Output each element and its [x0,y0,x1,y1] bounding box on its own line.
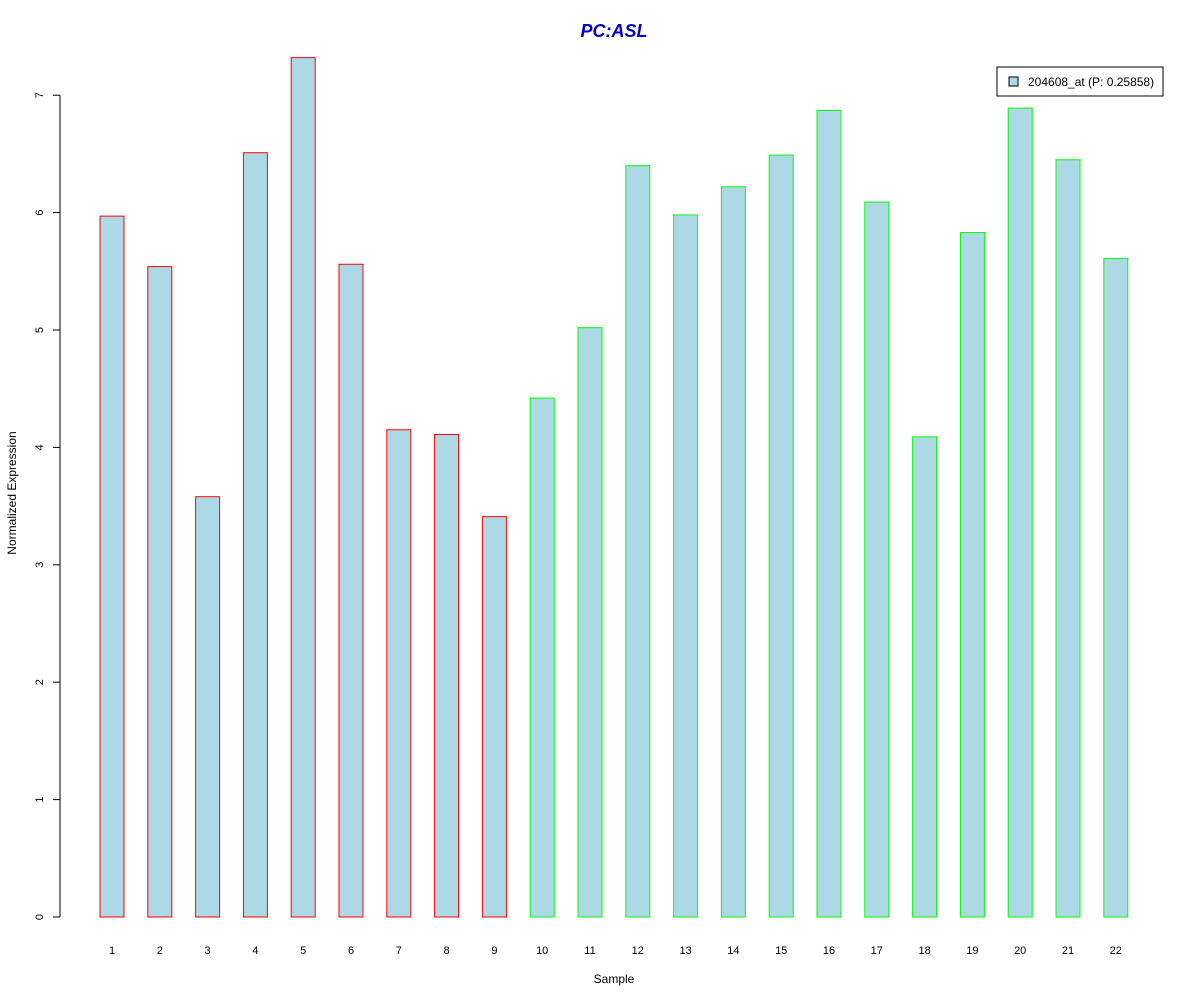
x-axis: 1 2 3 4 5 6 7 8 9 10 11 12 13 14 15 16 17 18 19 20 21 22 [109,945,1122,957]
x-tick-label: 11 [584,945,595,957]
bar-sample-8 [434,433,460,918]
x-tick-label: 9 [491,945,497,957]
bar-sample-4 [242,152,268,918]
y-tick-label: 0 [34,914,46,920]
x-tick-label: 18 [918,945,930,957]
x-tick-label: 3 [205,945,211,957]
bar-sample-20 [1007,107,1033,918]
y-axis: 0 1 2 3 4 5 6 7 [34,92,61,920]
x-tick-label: 7 [396,945,402,957]
bar-sample-18 [912,436,938,918]
y-tick-label: 5 [34,327,46,333]
x-tick-label: 21 [1062,945,1074,957]
legend-swatch [1008,76,1019,87]
x-tick-label: 20 [1014,945,1026,957]
bar-sample-6 [338,263,364,918]
bar-sample-21 [1055,159,1081,918]
x-tick-label: 4 [252,945,258,957]
bar-sample-10 [529,397,555,918]
bar-sample-22 [1103,257,1129,918]
legend-box [996,66,1164,97]
y-tick-label: 6 [34,210,46,216]
x-axis-label: Sample [594,972,635,986]
bar-sample-9 [481,516,507,918]
chart-title: PC:ASL [581,21,648,41]
x-tick-label: 17 [871,945,883,957]
y-tick-label: 4 [34,444,46,450]
y-tick-label: 1 [34,797,46,803]
x-tick-label: 5 [300,945,306,957]
bar-sample-3 [195,496,221,918]
bar-sample-15 [768,154,794,918]
bar-sample-13 [673,214,699,918]
x-tick-label: 15 [775,945,787,957]
bar-sample-7 [386,429,412,918]
bar-sample-12 [625,165,651,918]
x-tick-label: 1 [109,945,115,957]
x-tick-label: 8 [444,945,450,957]
y-tick-label: 2 [34,679,46,685]
y-axis-label: Normalized Expression [5,431,19,554]
bar-sample-14 [720,186,746,918]
y-tick-label: 7 [34,92,46,98]
x-tick-label: 13 [679,945,691,957]
bar-sample-19 [959,232,985,918]
bar-sample-11 [577,327,603,918]
bar-sample-1 [99,215,125,918]
bar-sample-17 [864,201,890,918]
x-tick-label: 19 [966,945,978,957]
bar-sample-16 [816,109,842,918]
x-tick-label: 22 [1110,945,1122,957]
x-tick-label: 16 [823,945,835,957]
x-tick-label: 14 [727,945,739,957]
legend: 204608_at (P: 0.25858) [996,66,1164,97]
x-tick-label: 2 [157,945,163,957]
legend-entry: 204608_at (P: 0.25858) [1028,75,1154,89]
bars-group [99,57,1129,918]
bar-sample-2 [147,266,173,918]
bar-sample-5 [290,57,316,918]
y-tick-label: 3 [34,562,46,568]
x-tick-label: 10 [536,945,548,957]
x-tick-label: 12 [632,945,644,957]
x-tick-label: 6 [348,945,354,957]
